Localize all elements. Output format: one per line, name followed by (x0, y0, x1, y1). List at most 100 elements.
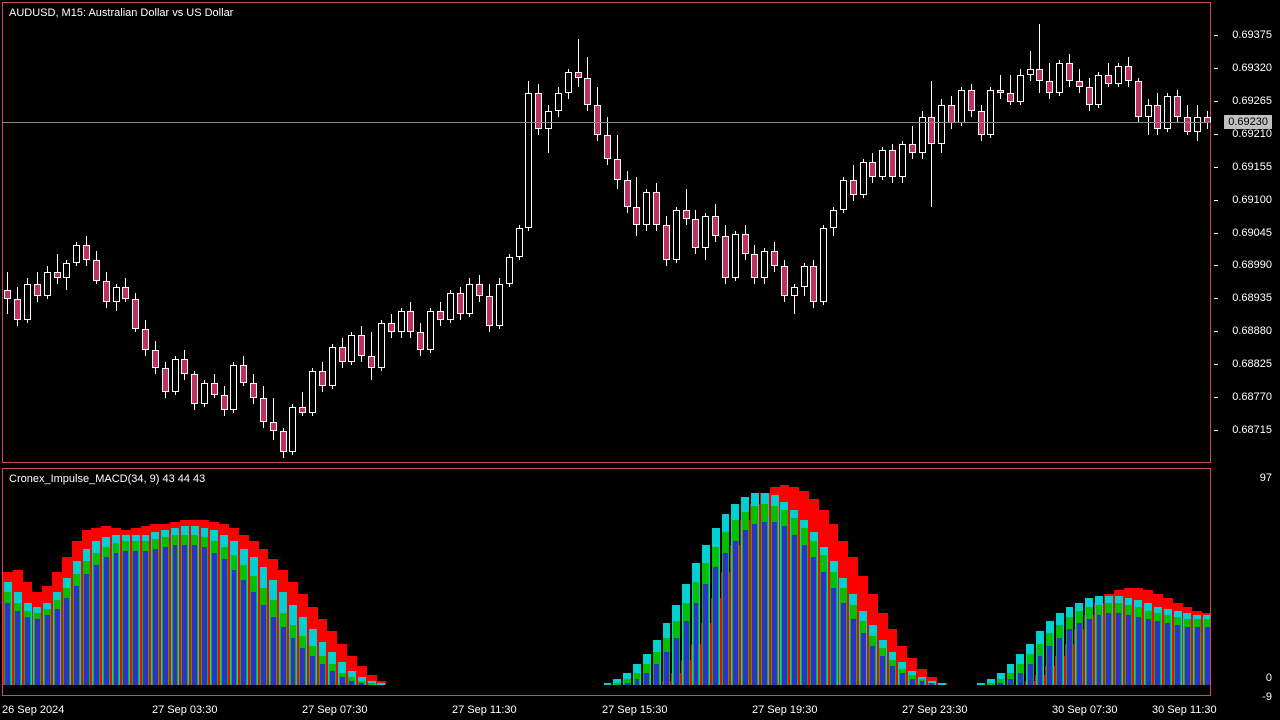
y-tick-label: 0.68715 (1232, 424, 1272, 436)
macd-blue-bar (1146, 619, 1151, 685)
macd-blue-bar (55, 609, 60, 685)
macd-blue-bar (674, 638, 679, 685)
macd-blue-bar (1077, 623, 1082, 685)
macd-blue-bar (703, 584, 708, 685)
macd-blue-bar (232, 570, 237, 685)
macd-blue-bar (94, 565, 99, 685)
macd-blue-bar (1038, 656, 1043, 685)
macd-blue-bar (182, 545, 187, 685)
macd-blue-bar (74, 586, 79, 685)
macd-blue-bar (811, 557, 816, 685)
indicator-y-label: 0 (1266, 672, 1272, 684)
macd-blue-bar (743, 530, 748, 685)
macd-blue-bar (261, 605, 266, 685)
x-tick-label: 30 Sep 07:30 (1052, 704, 1117, 716)
y-tick-label: 0.68825 (1232, 358, 1272, 370)
macd-blue-bar (5, 603, 10, 685)
macd-blue-bar (821, 572, 826, 685)
macd-blue-bar (359, 683, 364, 685)
x-tick-label: 27 Sep 07:30 (302, 704, 367, 716)
y-tick-label: 0.69320 (1232, 62, 1272, 74)
y-tick-label: 0.69375 (1232, 29, 1272, 41)
indicator-y-label: 97 (1260, 472, 1272, 484)
macd-blue-bar (1126, 615, 1131, 685)
y-tick-label: 0.68880 (1232, 325, 1272, 337)
y-tick-label: 0.68770 (1232, 391, 1272, 403)
macd-blue-bar (1106, 613, 1111, 685)
indicator-y-label: -9 (1262, 691, 1272, 703)
x-tick-label: 27 Sep 11:30 (452, 704, 517, 716)
macd-blue-bar (1175, 625, 1180, 685)
macd-blue-bar (733, 541, 738, 685)
macd-blue-bar (900, 673, 905, 685)
current-price-line (2, 122, 1211, 123)
macd-blue-bar (349, 681, 354, 685)
macd-blue-bar (1116, 613, 1121, 685)
macd-blue-bar (320, 664, 325, 685)
macd-blue-bar (15, 611, 20, 685)
macd-blue-bar (644, 673, 649, 685)
macd-cyan-bar (938, 683, 946, 685)
macd-blue-bar (133, 551, 138, 685)
x-tick-label: 30 Sep 11:30 (1152, 704, 1217, 716)
macd-blue-bar (1028, 664, 1033, 685)
macd-blue-bar (1185, 627, 1190, 685)
macd-blue-bar (1155, 621, 1160, 685)
time-x-axis: 26 Sep 2024 27 Sep 03:30 27 Sep 07:30 27 Se… (2, 698, 1211, 718)
macd-blue-bar (723, 553, 728, 685)
candle-area (3, 3, 1210, 462)
macd-blue-bar (35, 619, 40, 685)
macd-blue-bar (1018, 673, 1023, 685)
price-chart[interactable]: AUDUSD, M15: Australian Dollar vs US Dol… (2, 2, 1211, 463)
macd-blue-bar (300, 648, 305, 685)
macd-blue-bar (64, 598, 69, 685)
macd-blue-bar (1087, 619, 1092, 685)
price-y-axis: 0.693750.693200.692650.692100.691550.691… (1214, 2, 1280, 463)
macd-blue-bar (143, 551, 148, 685)
macd-blue-bar (920, 681, 925, 685)
macd-blue-bar (222, 559, 227, 685)
macd-blue-bar (114, 553, 119, 685)
macd-blue-bar (772, 522, 777, 685)
macd-blue-bar (241, 580, 246, 685)
indicator-y-axis: 970-9 (1214, 468, 1280, 696)
y-tick-label: 0.69045 (1232, 227, 1272, 239)
macd-blue-bar (330, 671, 335, 685)
macd-blue-bar (929, 683, 934, 685)
macd-blue-bar (173, 545, 178, 685)
macd-blue-bar (831, 588, 836, 685)
macd-blue-bar (635, 679, 640, 685)
macd-green-bar (368, 683, 375, 685)
x-tick-label: 27 Sep 23:30 (902, 704, 967, 716)
macd-blue-bar (870, 646, 875, 685)
x-tick-label: 26 Sep 2024 (2, 704, 64, 716)
macd-cyan-bar (377, 683, 385, 685)
macd-blue-bar (1097, 615, 1102, 685)
macd-blue-bar (251, 592, 256, 685)
macd-blue-bar (792, 535, 797, 686)
macd-blue-bar (861, 633, 866, 685)
macd-blue-bar (25, 617, 30, 685)
macd-blue-bar (998, 683, 1003, 685)
macd-blue-bar (291, 638, 296, 685)
macd-blue-bar (212, 553, 217, 685)
current-price-box: 0.69230 (1224, 115, 1272, 129)
x-tick-label: 27 Sep 03:30 (152, 704, 217, 716)
macd-blue-bar (202, 547, 207, 685)
macd-blue-bar (664, 652, 669, 685)
macd-blue-bar (1136, 617, 1141, 685)
macd-cyan-bar (604, 683, 612, 685)
x-tick-label: 27 Sep 19:30 (752, 704, 817, 716)
macd-blue-bar (271, 617, 276, 685)
y-tick-label: 0.69100 (1232, 194, 1272, 206)
macd-green-bar (987, 683, 994, 685)
macd-blue-bar (163, 547, 168, 685)
macd-blue-bar (694, 603, 699, 685)
macd-blue-bar (123, 551, 128, 685)
macd-blue-bar (752, 524, 757, 685)
macd-blue-bar (713, 567, 718, 685)
macd-blue-bar (625, 683, 630, 685)
x-tick-label: 27 Sep 15:30 (602, 704, 667, 716)
indicator-chart[interactable]: Cronex_Impulse_MACD(34, 9) 43 44 43 (2, 468, 1211, 696)
macd-blue-bar (762, 522, 767, 685)
